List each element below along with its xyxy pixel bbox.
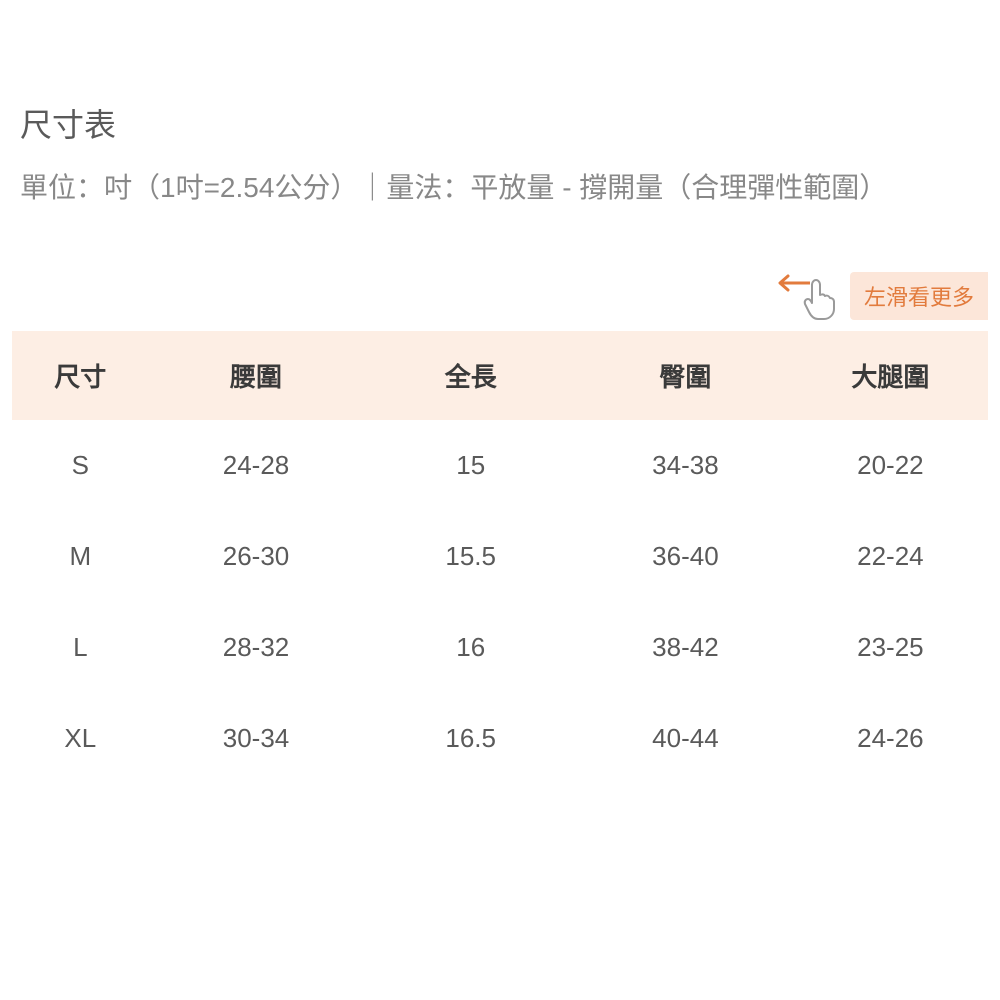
cell: 16.5 [363,693,578,784]
size-table: 尺寸 腰圍 全長 臀圍 大腿圍 S 24-28 15 34-38 20-22 M… [12,331,988,784]
table-row: XL 30-34 16.5 40-44 24-26 [12,693,988,784]
cell: 20-22 [793,420,988,511]
cell: 34-38 [578,420,793,511]
subtitle-text: 單位：吋（1吋=2.54公分）｜量法：平放量 - 撐開量（合理彈性範圍） [12,166,988,211]
swipe-hint: 左滑看更多 [776,271,988,321]
col-waist: 腰圍 [149,331,364,420]
cell: 15 [363,420,578,511]
cell: L [12,602,149,693]
page-title: 尺寸表 [12,100,988,146]
col-thigh: 大腿圍 [793,331,988,420]
col-size: 尺寸 [12,331,149,420]
col-hip: 臀圍 [578,331,793,420]
swipe-hint-label: 左滑看更多 [850,272,988,320]
cell: 38-42 [578,602,793,693]
cell: 22-24 [793,511,988,602]
col-length: 全長 [363,331,578,420]
cell: 16 [363,602,578,693]
table-header-row: 尺寸 腰圍 全長 臀圍 大腿圍 [12,331,988,420]
cell: S [12,420,149,511]
cell: 30-34 [149,693,364,784]
cell: XL [12,693,149,784]
swipe-left-icon [776,271,842,321]
swipe-hint-container: 左滑看更多 [12,271,988,331]
table-row: L 28-32 16 38-42 23-25 [12,602,988,693]
cell: 40-44 [578,693,793,784]
size-table-container[interactable]: 尺寸 腰圍 全長 臀圍 大腿圍 S 24-28 15 34-38 20-22 M… [12,331,988,784]
cell: 24-26 [793,693,988,784]
cell: M [12,511,149,602]
cell: 15.5 [363,511,578,602]
table-row: M 26-30 15.5 36-40 22-24 [12,511,988,602]
table-row: S 24-28 15 34-38 20-22 [12,420,988,511]
cell: 36-40 [578,511,793,602]
cell: 28-32 [149,602,364,693]
cell: 24-28 [149,420,364,511]
cell: 26-30 [149,511,364,602]
cell: 23-25 [793,602,988,693]
